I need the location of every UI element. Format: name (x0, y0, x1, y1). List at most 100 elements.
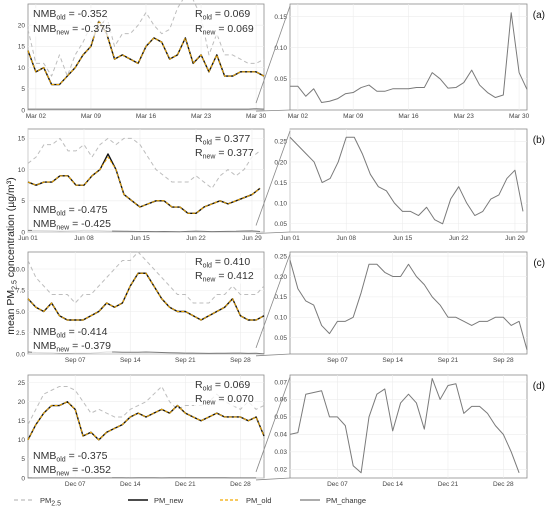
panel-d: 0 5 10 15 20 25 Dec 07 Dec 14 Dec 21 Dec 28 0.02 0.… (18, 374, 545, 488)
left-ytick-label: 7.5 (16, 288, 25, 295)
right-ytick-label: 0.25 (274, 139, 287, 146)
right-xtick-label: Mar 09 (343, 113, 364, 120)
stat-annotation: Rnew = 0.070 (195, 393, 254, 407)
stat-annotation-bg (194, 23, 255, 37)
legend-label-pm_new: PM_new (154, 496, 184, 505)
stat-annotation: Rnew = 0.377 (195, 147, 254, 161)
right-ytick-label: 0.05 (274, 76, 287, 83)
stat-annotation-rest: = -0.352 (69, 464, 111, 476)
left-xtick-label: Dec 14 (120, 481, 141, 488)
right-ytick-label: 0.15 (274, 14, 287, 21)
stat-annotation-main: R (195, 270, 203, 282)
stat-annotation-main: R (195, 379, 203, 391)
right-ytick-label: 0.25 (274, 253, 287, 260)
stat-annotation-rest: = -0.414 (66, 326, 108, 338)
zoom-connector-top (255, 5, 291, 104)
left-xtick-label: Sep 21 (175, 357, 196, 364)
stat-annotation-main: NMB (33, 204, 56, 216)
stat-annotation-rest: = -0.379 (69, 340, 111, 352)
stat-annotation-sub: old (203, 386, 212, 393)
right-xtick-label: Sep 14 (382, 357, 403, 364)
panel-label: (a) (533, 10, 545, 21)
right-xtick-label: Mar 16 (398, 113, 419, 120)
stat-annotation-sub: new (56, 471, 70, 478)
left-ytick-label: 0 (21, 475, 25, 482)
left-ytick-label: 5 (21, 198, 25, 205)
left-ytick-label: 5 (21, 456, 25, 463)
stat-annotation-sub: old (203, 140, 212, 147)
stat-annotation-main: NMB (33, 340, 56, 352)
right-series-pm_change (290, 12, 528, 104)
zoom-connector-bottom (255, 353, 291, 357)
stat-annotation-main: NMB (33, 464, 56, 476)
stat-annotation-rest: = 0.412 (215, 270, 253, 282)
stat-annotation-bg (194, 379, 252, 393)
y-axis-label: mean PM2.5 concentration (µg/m³) (5, 177, 19, 335)
left-ytick-label: 20 (18, 23, 26, 30)
stat-annotation-sub: old (203, 263, 212, 270)
right-xtick-label: Sep 21 (438, 357, 459, 364)
panel-b: 0 5 10 15 Jun 01 Jun 08 Jun 15 Jun 22 Jun 29 0.05… (18, 128, 545, 242)
stat-annotation-rest: = 0.069 (212, 8, 250, 20)
stat-annotation-bg (32, 8, 109, 22)
right-xtick-label: Dec 21 (438, 481, 459, 488)
zoom-connector-top (255, 253, 291, 348)
right-ytick-label: 0.05 (274, 221, 287, 228)
stat-annotation-rest: = -0.375 (66, 450, 108, 462)
panel-label: (b) (533, 135, 545, 146)
left-xtick-label: Dec 07 (65, 481, 86, 488)
left-ytick-label: 5 (21, 86, 25, 93)
zoom-connector-top (255, 130, 291, 226)
right-ytick-label: 0.10 (274, 45, 287, 52)
right-xtick-label: Dec 07 (327, 481, 348, 488)
stat-annotation-bg (194, 8, 252, 22)
left-xtick-label: Mar 30 (246, 113, 267, 120)
panel-a: 0 5 10 15 20 Mar 02 Mar 09 Mar 16 Mar 23 Mar 30 0.… (18, 0, 545, 120)
stat-annotation: NMBold = -0.352 (33, 8, 108, 22)
stat-annotation-sub: new (203, 154, 217, 161)
legend-label-pm_old: PM_old (246, 496, 271, 505)
stat-annotation: Rold = 0.377 (195, 133, 250, 147)
stat-annotation: Rnew = 0.412 (195, 270, 254, 284)
right-xtick-label: Mar 30 (509, 113, 530, 120)
stat-annotation: NMBold = -0.414 (33, 326, 108, 340)
left-xtick-label: Dec 28 (230, 481, 251, 488)
left-xtick-label: Jun 29 (242, 235, 262, 242)
right-xtick-label: Mar 02 (288, 113, 309, 120)
stat-annotation-rest: = 0.377 (212, 133, 250, 145)
y-axis-label-text: mean PM2.5 concentration (µg/m³) (5, 177, 19, 335)
right-ytick-label: 0.02 (274, 467, 287, 474)
left-xtick-label: Sep 14 (120, 357, 141, 364)
right-series-pm_change (289, 377, 520, 474)
stat-annotation-bg (194, 270, 255, 284)
stat-annotation-sub: old (203, 15, 212, 22)
left-xtick-label: Mar 02 (26, 113, 47, 120)
stat-annotation-main: R (195, 133, 203, 145)
legend-label-pm_new-main: PM_new (154, 496, 184, 505)
left-xtick-label: Jun 15 (130, 235, 150, 242)
stat-annotation-bg (194, 256, 252, 270)
left-series-pm25 (27, 137, 261, 189)
right-ytick-label: 0.10 (274, 315, 287, 322)
stat-annotation: Rold = 0.069 (195, 8, 250, 22)
stat-annotation-main: R (195, 8, 203, 20)
panel-label: (c) (533, 258, 545, 269)
left-series-pm_old (27, 401, 265, 441)
right-xtick-label: Sep 28 (493, 357, 514, 364)
y-axis-label-sub: 2.5 (12, 280, 19, 290)
stat-annotation-rest: = 0.377 (215, 147, 253, 159)
right-ytick-label: 0.05 (274, 414, 287, 421)
right-axes-frame (289, 128, 528, 233)
stat-annotation-main: R (195, 23, 203, 35)
left-xtick-label: Dec 21 (175, 481, 196, 488)
left-xtick-label: Jun 22 (186, 235, 206, 242)
stat-annotation-bg (32, 340, 113, 354)
zoom-connector-bottom (255, 477, 291, 481)
legend-label-pm25-sub: 2.5 (51, 501, 61, 508)
right-axes-frame (289, 374, 528, 479)
left-xtick-label: Jun 08 (74, 235, 94, 242)
panel-c: 0.0 2.5 5.0 7.5 10.0 Sep 07 Sep 14 Sep 21 Sep 28… (12, 251, 545, 364)
left-ytick-label: 15 (18, 136, 26, 143)
left-series-pm_old (27, 272, 265, 321)
